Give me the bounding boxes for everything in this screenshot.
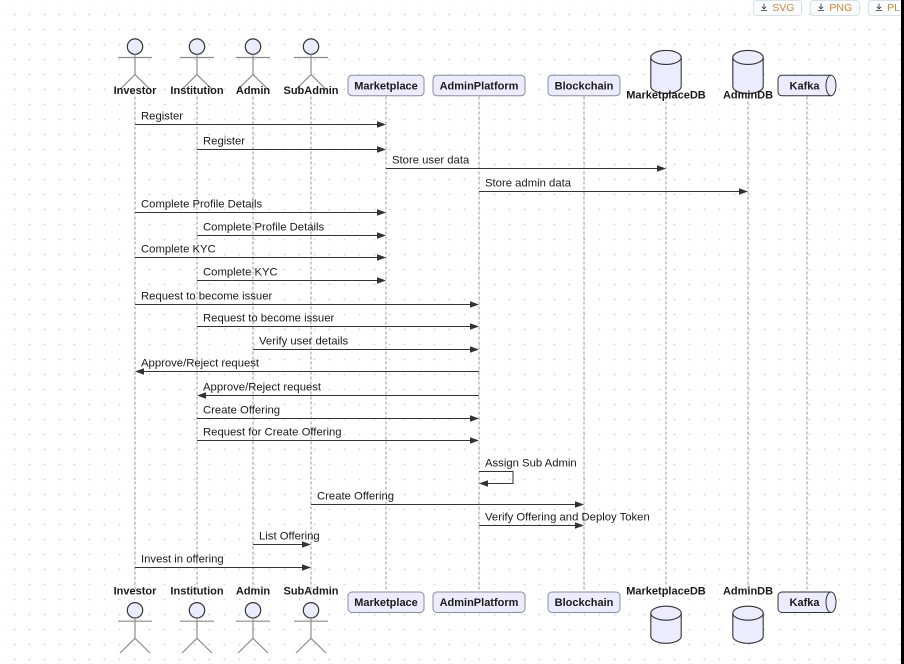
svg-text:Investor: Investor	[114, 586, 158, 598]
svg-text:Blockchain: Blockchain	[555, 597, 614, 609]
svg-text:Kafka: Kafka	[790, 597, 821, 609]
svg-text:Request for Create Offering: Request for Create Offering	[203, 427, 342, 439]
svg-text:MarketplaceDB: MarketplaceDB	[626, 586, 706, 598]
svg-text:Register: Register	[141, 111, 183, 123]
svg-text:Create Offering: Create Offering	[317, 491, 394, 503]
svg-text:Complete KYC: Complete KYC	[203, 267, 278, 279]
svg-text:Request to become issuer: Request to become issuer	[203, 313, 334, 325]
svg-text:Verify Offering and Deploy Tok: Verify Offering and Deploy Token	[485, 512, 650, 524]
svg-text:Kafka: Kafka	[790, 81, 821, 93]
svg-text:Institution: Institution	[170, 586, 223, 598]
svg-text:SubAdmin: SubAdmin	[284, 586, 339, 598]
svg-text:Approve/Reject request: Approve/Reject request	[141, 358, 260, 370]
svg-text:Invest in offering: Invest in offering	[141, 554, 224, 566]
svg-text:SubAdmin: SubAdmin	[284, 85, 339, 97]
svg-text:AdminPlatform: AdminPlatform	[440, 597, 519, 609]
svg-text:AdminDB: AdminDB	[723, 586, 773, 598]
svg-text:Complete KYC: Complete KYC	[141, 244, 216, 256]
svg-text:Marketplace: Marketplace	[354, 597, 418, 609]
svg-text:Blockchain: Blockchain	[555, 81, 614, 93]
svg-text:Admin: Admin	[236, 586, 271, 598]
svg-text:Investor: Investor	[114, 85, 158, 97]
svg-text:AdminPlatform: AdminPlatform	[440, 81, 519, 93]
svg-text:List Offering: List Offering	[259, 531, 320, 543]
svg-text:Verify user details: Verify user details	[259, 336, 349, 348]
svg-text:Complete Profile Details: Complete Profile Details	[141, 199, 263, 211]
svg-text:AdminDB: AdminDB	[723, 89, 773, 101]
svg-text:Institution: Institution	[170, 85, 223, 97]
svg-text:MarketplaceDB: MarketplaceDB	[626, 89, 706, 101]
svg-text:Store admin data: Store admin data	[485, 178, 572, 190]
svg-text:Assign Sub Admin: Assign Sub Admin	[485, 458, 577, 470]
svg-text:Approve/Reject request: Approve/Reject request	[203, 382, 322, 394]
svg-text:Create Offering: Create Offering	[203, 405, 280, 417]
svg-text:Store user data: Store user data	[392, 155, 470, 167]
svg-text:Marketplace: Marketplace	[354, 81, 418, 93]
svg-text:Complete Profile Details: Complete Profile Details	[203, 222, 325, 234]
svg-text:Register: Register	[203, 136, 245, 148]
svg-text:Admin: Admin	[236, 85, 271, 97]
svg-text:Request to become issuer: Request to become issuer	[141, 291, 272, 303]
